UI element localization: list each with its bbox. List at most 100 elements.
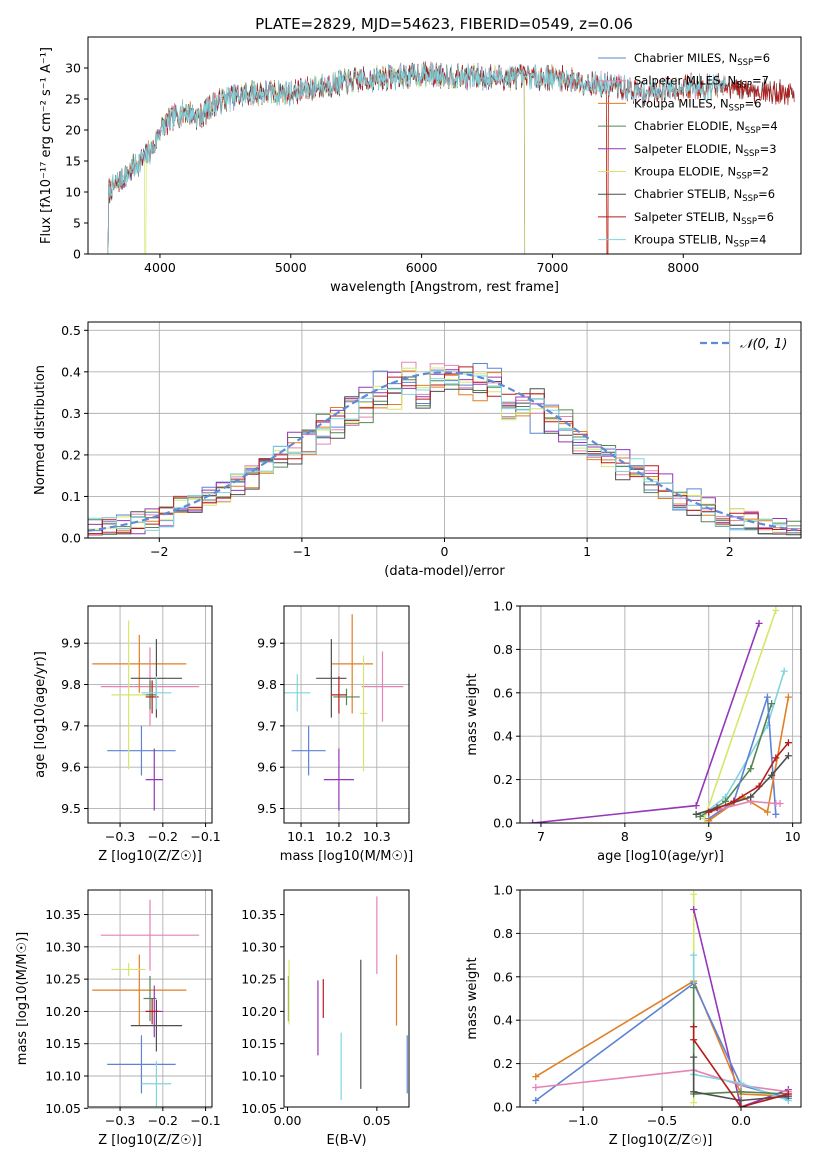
panel-mass-vs-Z: −0.3 −0.2 −0.1 10.05 10.10 10.15 10.20 10.25 10.… <box>15 889 221 1148</box>
weight-marker <box>690 1053 698 1061</box>
panel-mass-vs-EBV: 0.00 0.05 10.05 10.10 10.15 10.20 10.25 10.30 10… <box>241 889 410 1148</box>
weight-marker <box>690 1088 698 1096</box>
y-tick-label: 1.0 <box>493 883 513 898</box>
weight-marker <box>705 817 713 823</box>
errorbar-salpeter-stelib <box>145 998 159 1025</box>
y-tick-label: 9.7 <box>257 718 277 733</box>
weight-marker <box>768 700 776 708</box>
weight-marker <box>755 782 763 790</box>
plot-area <box>529 606 792 823</box>
panel-spectrum: 4000 5000 6000 7000 8000 0 5 10 15 20 25 30 waveleng… <box>39 36 802 295</box>
errorbar-chabrier-stelib <box>130 999 183 1052</box>
weight-marker <box>730 797 738 805</box>
x-axis-label: (data-model)/error <box>384 564 505 579</box>
panel-weight-vs-Z: −1.0 −0.5 0.0 0.0 0.2 0.4 0.6 0.8 1.0 Z [log10(Z/… <box>465 883 802 1148</box>
y-axis-label: Normed distribution <box>33 365 48 495</box>
legend-label-kroupa-stelib: Kroupa STELIB, NSSP=4 <box>634 233 766 250</box>
y-tick-label: 0.0 <box>493 1100 513 1115</box>
y-tick-label: 0.3 <box>61 406 81 421</box>
weight-marker <box>696 812 704 820</box>
weight-marker <box>737 1088 745 1096</box>
spectrum-line-chabrier-miles <box>107 63 726 254</box>
x-tick-label: 8 <box>621 829 629 844</box>
y-tick-label: 10.35 <box>45 907 81 922</box>
x-tick-label: −0.1 <box>190 1113 220 1128</box>
y-tick-label: 10.25 <box>45 972 81 987</box>
x-axis-label: wavelength [Angstrom, rest frame] <box>330 280 559 295</box>
legend-label-salpeter-stelib: Salpeter STELIB, NSSP=6 <box>634 210 774 227</box>
y-tick-label: 9.5 <box>257 801 277 816</box>
histogram-kroupa-stelib <box>88 373 801 538</box>
y-tick-label: 25 <box>65 92 81 107</box>
y-tick-label: 0.6 <box>493 969 513 984</box>
y-tick-label: 10.10 <box>45 1069 81 1084</box>
histogram-chabrier-stelib <box>88 376 801 538</box>
figure-title: PLATE=2829, MJD=54623, FIBERID=0549, z=0… <box>255 15 633 33</box>
panels: 4000 5000 6000 7000 8000051015202530waveleng… <box>15 36 802 1148</box>
errorbar-kroupa-miles <box>92 954 187 1026</box>
axes-frame <box>283 889 410 1108</box>
weight-path <box>708 696 777 820</box>
legend-label-salpeter-elodie: Salpeter ELODIE, NSSP=3 <box>634 142 777 159</box>
x-axis-label: age [log10(age/yr)] <box>597 849 724 864</box>
y-tick-label: 0.8 <box>493 642 513 657</box>
weight-marker <box>755 619 763 627</box>
y-tick-label: 10.20 <box>241 1004 277 1019</box>
x-tick-label: −0.1 <box>190 829 220 844</box>
y-tick-label: 0.4 <box>61 364 81 379</box>
y-tick-label: 10.10 <box>241 1069 277 1084</box>
panel-age-vs-mass: 10.1 10.2 10.3 9.5 9.6 9.7 9.8 9.9 mass [log10(M… <box>257 605 413 864</box>
errorbar-salpeter-elodie <box>323 748 355 811</box>
y-tick-label: 5 <box>73 216 81 231</box>
y-tick-label: 20 <box>65 123 81 138</box>
y-tick-label: 9.8 <box>257 677 277 692</box>
weight-marker <box>737 1103 745 1107</box>
x-tick-label: 0.00 <box>274 1113 302 1128</box>
weight-marker <box>747 765 755 773</box>
y-tick-label: 10.15 <box>45 1036 81 1051</box>
errorbar-salpeter-elodie <box>145 748 163 811</box>
weight-marker <box>776 799 784 807</box>
normal-curve <box>88 371 801 532</box>
x-tick-label: −1.0 <box>568 1113 598 1128</box>
errorbar-chabrier-miles <box>291 725 326 776</box>
weight-marker <box>532 1073 540 1081</box>
errorbar-salpeter-stelib <box>331 676 347 714</box>
weight-marker <box>690 1099 698 1107</box>
weight-marker <box>532 1083 540 1091</box>
y-tick-label: 15 <box>65 154 81 169</box>
x-axis-label: Z [log10(Z/Z☉)] <box>98 849 202 864</box>
weight-marker <box>690 1036 698 1044</box>
axes-frame <box>87 36 802 255</box>
weight-path <box>692 1026 789 1107</box>
weight-marker <box>690 984 698 992</box>
axes-frame <box>87 321 802 539</box>
weight-line-salpeter-stelib <box>690 1023 792 1107</box>
errorbar-kroupa-stelib <box>141 676 172 710</box>
y-tick-label: 30 <box>65 61 81 76</box>
weight-marker <box>529 819 537 823</box>
x-axis-label: Z [log10(Z/Z☉)] <box>98 1133 202 1148</box>
x-tick-label: 0 <box>441 544 449 559</box>
y-tick-label: 0.5 <box>61 323 81 338</box>
errorbar-salpeter-miles <box>361 651 404 722</box>
x-tick-label: 0.0 <box>731 1113 751 1128</box>
legend: Chabrier MILES, NSSP=6 Salpeter MILES, NS… <box>598 51 778 250</box>
plot-area <box>88 361 801 538</box>
y-tick-label: 0.2 <box>61 447 81 462</box>
y-tick-label: 10.30 <box>45 939 81 954</box>
y-tick-label: 10.25 <box>241 972 277 987</box>
errorbar-kroupa-elodie <box>111 962 146 976</box>
weight-marker <box>763 808 771 816</box>
y-tick-label: 9.9 <box>61 636 81 651</box>
x-tick-label: −1 <box>293 544 311 559</box>
x-tick-label: 7000 <box>537 260 569 275</box>
weight-path <box>692 1057 789 1102</box>
plot-area <box>92 620 200 811</box>
legend-label-normal: 𝒩(0, 1) <box>740 337 787 352</box>
plot-area <box>532 890 792 1107</box>
errorbar-kroupa-elodie <box>359 655 368 772</box>
x-tick-label: 0.05 <box>363 1113 391 1128</box>
y-tick-label: 9.7 <box>61 718 81 733</box>
